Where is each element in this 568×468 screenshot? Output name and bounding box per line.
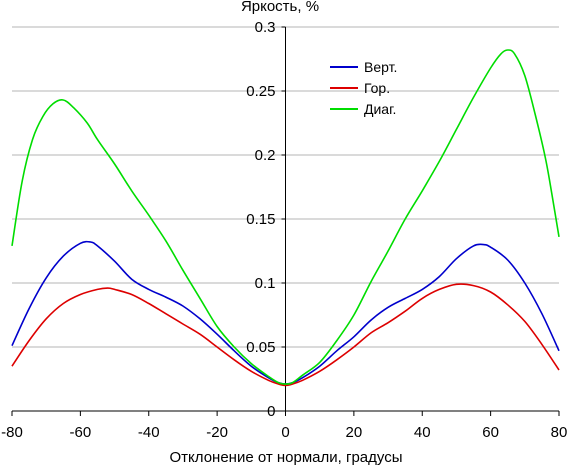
x-tick-label: -40 bbox=[138, 424, 160, 441]
tick-labels: -80 -60 -40 -20 0 20 40 60 80 0 0.05 0.1 0.15 0.2 0.25… bbox=[1, 19, 567, 441]
axes bbox=[11, 26, 560, 416]
x-tick-label: -60 bbox=[70, 424, 92, 441]
x-tick-label: 60 bbox=[482, 424, 499, 441]
y-tick-label: 0.3 bbox=[255, 19, 276, 36]
series-layer bbox=[11, 49, 560, 387]
x-tick-label: -20 bbox=[206, 424, 228, 441]
y-axis-title: Яркость, % bbox=[241, 0, 319, 15]
legend-label-hor: Гор. bbox=[364, 80, 390, 96]
y-tick-label: 0.2 bbox=[255, 147, 276, 164]
y-tick-label: 0.25 bbox=[246, 83, 275, 100]
legend-label-diag: Диаг. bbox=[364, 101, 396, 117]
x-tick-label: 0 bbox=[281, 424, 289, 441]
x-tick-label: 40 bbox=[414, 424, 431, 441]
x-axis-title: Отклонение от нормали, градусы bbox=[170, 449, 403, 466]
series-line-diag bbox=[11, 49, 560, 385]
y-tick-label: 0.05 bbox=[246, 339, 275, 356]
x-tick-label: 20 bbox=[346, 424, 363, 441]
legend: Верт. Гор. Диаг. bbox=[330, 59, 397, 117]
y-tick-label: 0 bbox=[267, 403, 275, 420]
y-tick-label: 0.1 bbox=[255, 275, 276, 292]
x-tick-label: 80 bbox=[551, 424, 568, 441]
series-line-hor bbox=[11, 283, 560, 387]
legend-label-vert: Верт. bbox=[364, 59, 397, 75]
y-tick-label: 0.15 bbox=[246, 211, 275, 228]
x-tick-label: -80 bbox=[1, 424, 23, 441]
